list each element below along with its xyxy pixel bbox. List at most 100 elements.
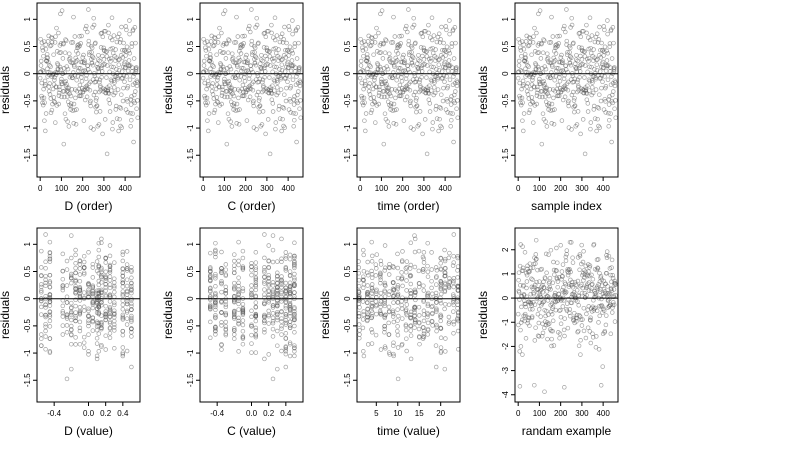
data-point — [275, 80, 280, 85]
data-point — [252, 60, 258, 66]
data-point — [373, 273, 379, 278]
data-point — [107, 306, 113, 311]
data-point — [442, 256, 448, 262]
data-point — [275, 300, 280, 306]
data-point — [560, 304, 566, 309]
data-point — [590, 85, 595, 90]
data-point — [372, 40, 378, 45]
y-axis-title: residuals — [476, 291, 490, 339]
data-point — [600, 364, 605, 369]
data-point — [69, 366, 74, 372]
data-point — [391, 300, 396, 305]
data-point — [287, 310, 293, 316]
data-point — [604, 58, 610, 63]
data-point — [282, 92, 287, 97]
data-point — [427, 109, 433, 114]
data-point — [287, 74, 292, 79]
data-point — [288, 110, 293, 115]
data-point — [240, 248, 246, 254]
data-point — [211, 96, 217, 101]
data-point — [287, 314, 293, 319]
data-point — [56, 101, 61, 107]
data-point — [266, 352, 271, 357]
data-point — [82, 60, 87, 65]
data-point — [381, 41, 386, 47]
data-point — [283, 98, 289, 104]
data-point — [551, 122, 557, 127]
data-point — [533, 237, 539, 243]
data-point — [383, 37, 388, 42]
data-point — [574, 122, 580, 127]
y-axis-title: residuals — [318, 291, 332, 339]
data-point — [388, 93, 394, 99]
data-point — [129, 275, 134, 281]
data-point — [249, 314, 254, 320]
data-point — [424, 54, 430, 59]
data-point — [129, 284, 134, 289]
data-point — [372, 77, 377, 83]
data-point — [363, 46, 369, 52]
data-point — [357, 328, 362, 333]
data-point — [554, 44, 559, 50]
data-point — [448, 102, 454, 107]
data-point — [223, 324, 229, 329]
data-point — [387, 289, 392, 294]
data-point — [579, 57, 585, 62]
data-point — [112, 280, 117, 285]
data-point — [382, 330, 387, 335]
data-point — [546, 252, 551, 257]
data-point — [584, 91, 590, 96]
data-point — [292, 353, 297, 359]
data-point — [264, 45, 269, 51]
data-point — [119, 69, 125, 74]
data-point — [558, 321, 564, 327]
data-point — [549, 101, 555, 107]
data-point — [430, 323, 435, 328]
data-point — [211, 64, 216, 69]
data-point — [260, 109, 266, 114]
x-axis-title: time (order) — [377, 199, 439, 213]
data-point — [203, 102, 209, 108]
data-point — [297, 80, 303, 85]
data-point — [211, 110, 217, 116]
data-point — [382, 268, 387, 273]
data-point — [412, 236, 418, 242]
data-point — [106, 30, 111, 36]
data-point — [73, 95, 78, 101]
data-point — [262, 327, 267, 332]
data-point — [521, 82, 526, 87]
y-tick-label: 0 — [23, 71, 32, 76]
data-point — [213, 328, 218, 334]
data-point — [446, 58, 452, 63]
data-point — [96, 122, 102, 127]
data-point — [416, 52, 421, 58]
data-point — [273, 126, 278, 132]
data-point — [366, 70, 371, 75]
data-point — [563, 254, 569, 260]
data-point — [534, 93, 540, 98]
data-point — [253, 325, 259, 331]
data-point — [236, 258, 241, 264]
data-point — [377, 64, 383, 70]
data-point — [253, 300, 259, 305]
data-point — [62, 111, 68, 116]
data-point — [107, 325, 113, 330]
data-point — [566, 296, 571, 302]
data-point — [106, 22, 111, 28]
data-point — [107, 309, 113, 314]
data-point — [395, 275, 401, 281]
data-point — [127, 31, 132, 37]
data-point — [412, 249, 418, 255]
data-point — [584, 311, 589, 317]
data-point — [124, 301, 130, 307]
data-point — [589, 33, 595, 38]
data-point — [247, 23, 252, 29]
data-point — [360, 48, 366, 53]
x-axis-title: sample index — [531, 199, 602, 213]
data-point — [569, 15, 574, 21]
y-tick-label: -1 — [23, 349, 32, 357]
data-point — [249, 283, 254, 288]
data-point — [607, 44, 612, 49]
data-point — [528, 265, 534, 271]
data-point — [43, 283, 48, 288]
